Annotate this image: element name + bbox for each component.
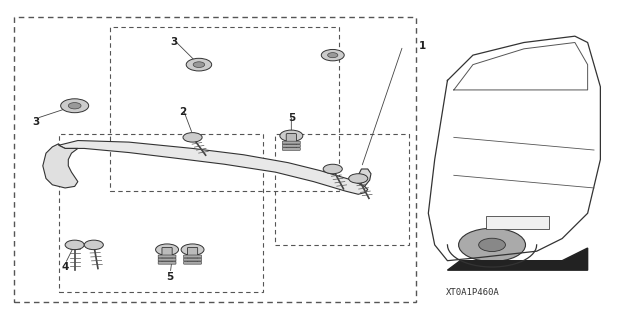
- FancyBboxPatch shape: [158, 255, 176, 258]
- FancyBboxPatch shape: [158, 261, 176, 264]
- Circle shape: [186, 58, 212, 71]
- Circle shape: [323, 164, 342, 174]
- PathPatch shape: [355, 169, 371, 186]
- Circle shape: [328, 53, 338, 58]
- Bar: [59, 134, 262, 292]
- Circle shape: [84, 240, 103, 250]
- FancyBboxPatch shape: [184, 255, 202, 258]
- Circle shape: [349, 174, 368, 183]
- Circle shape: [321, 49, 344, 61]
- Text: XT0A1P460A: XT0A1P460A: [446, 288, 500, 297]
- Text: 3: 3: [33, 116, 40, 127]
- PathPatch shape: [43, 144, 78, 188]
- Circle shape: [61, 99, 89, 113]
- Text: 5: 5: [166, 271, 174, 281]
- Circle shape: [181, 244, 204, 255]
- Text: 1: 1: [419, 41, 426, 51]
- Circle shape: [280, 130, 303, 141]
- Circle shape: [183, 133, 202, 142]
- Polygon shape: [447, 248, 588, 270]
- FancyBboxPatch shape: [188, 248, 198, 263]
- Text: 5: 5: [288, 113, 295, 123]
- Bar: [14, 17, 415, 302]
- FancyBboxPatch shape: [184, 258, 202, 261]
- Circle shape: [193, 62, 205, 68]
- Circle shape: [459, 228, 525, 262]
- FancyBboxPatch shape: [282, 147, 300, 150]
- Text: 4: 4: [61, 262, 68, 272]
- Text: 2: 2: [179, 107, 187, 117]
- Bar: [486, 216, 549, 229]
- Bar: [275, 134, 409, 245]
- PathPatch shape: [59, 141, 368, 194]
- FancyBboxPatch shape: [286, 134, 296, 149]
- Circle shape: [479, 238, 506, 251]
- Bar: [109, 27, 339, 191]
- Text: 3: 3: [170, 38, 177, 48]
- FancyBboxPatch shape: [282, 141, 300, 144]
- Circle shape: [156, 244, 179, 255]
- FancyBboxPatch shape: [158, 258, 176, 261]
- FancyBboxPatch shape: [184, 261, 202, 264]
- Circle shape: [68, 103, 81, 109]
- FancyBboxPatch shape: [162, 248, 172, 263]
- Circle shape: [65, 240, 84, 250]
- FancyBboxPatch shape: [282, 144, 300, 147]
